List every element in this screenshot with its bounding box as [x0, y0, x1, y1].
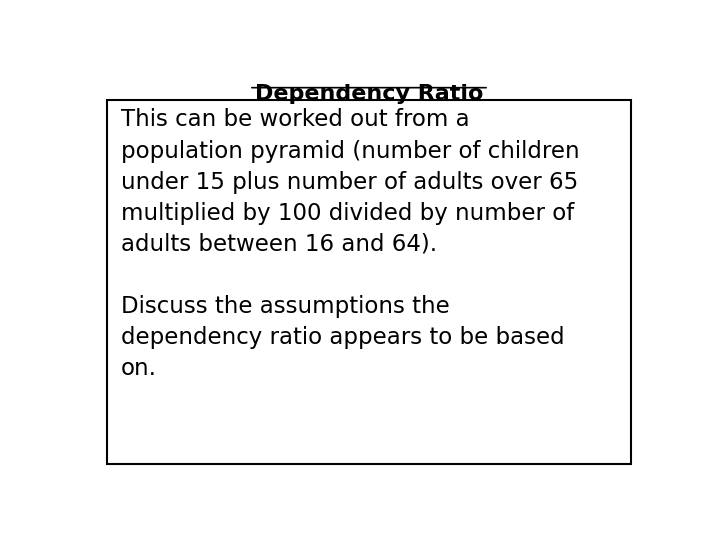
Text: Dependency Ratio: Dependency Ratio	[255, 84, 483, 104]
FancyBboxPatch shape	[107, 100, 631, 464]
Text: This can be worked out from a
population pyramid (number of children
under 15 pl: This can be worked out from a population…	[121, 109, 580, 380]
